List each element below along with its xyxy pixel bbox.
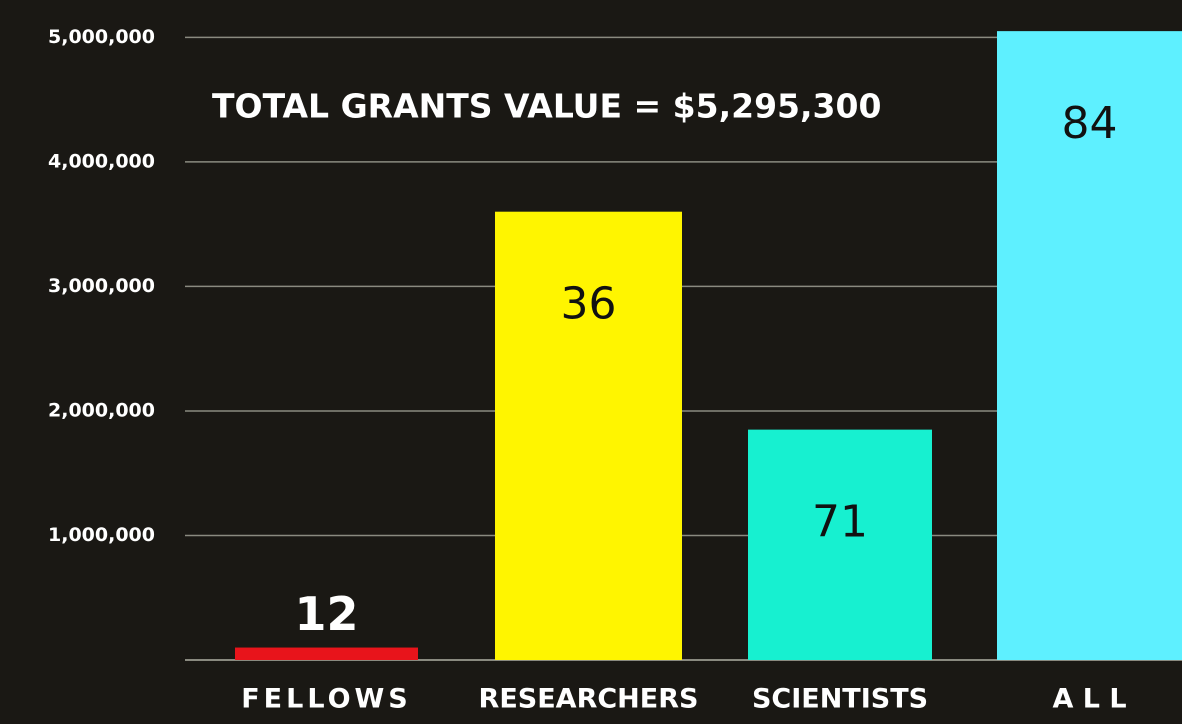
y-tick-label: 2,000,000 (48, 399, 155, 421)
bar (495, 211, 682, 660)
y-tick-label: 5,000,000 (48, 26, 155, 48)
y-tick-label: 1,000,000 (48, 524, 155, 546)
chart-title: TOTAL GRANTS VALUE = $5,295,300 (212, 87, 881, 126)
bar (997, 31, 1182, 660)
count-label: 12 (294, 587, 358, 641)
x-tick-label: A L L (1052, 684, 1126, 715)
x-tick-label: SCIENTISTS (752, 684, 928, 715)
count-label: 36 (561, 279, 617, 330)
count-label: 71 (812, 497, 868, 548)
x-tick-label: FELLOWS (241, 684, 412, 715)
bar (748, 429, 932, 660)
bar (235, 647, 418, 660)
count-label: 84 (1062, 98, 1118, 149)
y-tick-label: 4,000,000 (48, 150, 155, 172)
x-tick-label: RESEARCHERS (479, 684, 699, 715)
y-tick-label: 3,000,000 (48, 275, 155, 297)
